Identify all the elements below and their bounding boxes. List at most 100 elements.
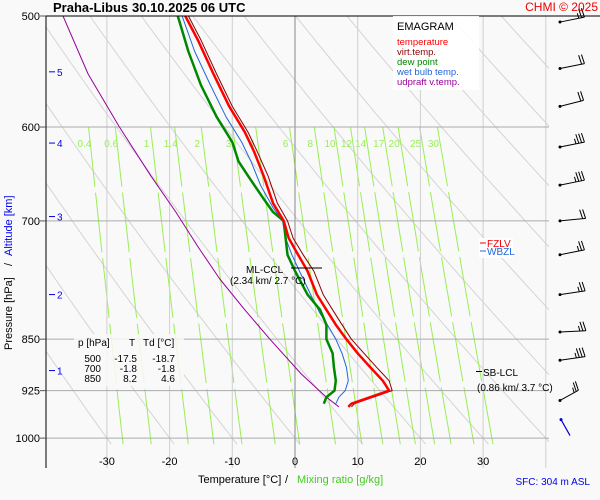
legend-updraft: udpraft v.temp. [397, 77, 460, 88]
wind-barb-feather [572, 382, 577, 392]
mixing-ratio-line [174, 126, 215, 445]
wind-barb [558, 209, 587, 223]
wind-barb [558, 281, 586, 297]
wind-barb-feather [578, 282, 583, 292]
levels-table-bg [74, 334, 184, 386]
wind-barb-staff [559, 99, 584, 107]
sb-lcl-values: (0.86 km/ 3.7 °C) [477, 383, 553, 394]
x-tick-label: -10 [224, 456, 240, 468]
wind-barb-staff [559, 16, 585, 23]
wet-bulb-line [181, 16, 349, 404]
wind-barb-feather [581, 347, 586, 357]
wind-barb-feather [578, 133, 583, 143]
mixing-ratio-line [436, 126, 494, 445]
dry-adiabat [553, 16, 600, 444]
wind-barb-staff [559, 330, 586, 333]
wind-barb-feather [579, 209, 584, 219]
y-tick-label: 700 [22, 216, 40, 228]
wind-barb-staff [559, 249, 585, 256]
wind-barb-half-feather [573, 138, 577, 144]
wind-barb [558, 321, 587, 334]
wind-barb [558, 381, 579, 402]
ml-ccl-label: ML-CCL [246, 265, 284, 276]
mixing-ratio-label: 1.4 [164, 139, 178, 150]
wind-barb-half-feather [576, 245, 580, 252]
y-tick-label: 600 [22, 122, 40, 134]
legend-temperature: temperature [397, 37, 448, 48]
mixing-ratio-line [313, 126, 363, 445]
legend-virt-temp: virt.temp. [397, 47, 436, 58]
wind-barb-feather [582, 209, 587, 219]
fzlv-label: FZLV [487, 239, 511, 250]
mixing-ratio-line [289, 126, 336, 445]
table-cell: -17.5 [114, 354, 137, 365]
mixing-ratio-label: 25 [410, 139, 422, 150]
sb-lcl-label: SB-LCL [483, 368, 518, 379]
table-header-p: p [hPa] [78, 338, 110, 349]
wind-barb-feather [578, 241, 583, 251]
virtual-temperature-line [187, 16, 393, 408]
wind-barb [558, 91, 585, 108]
table-cell: -1.8 [158, 364, 176, 375]
temperature-line [184, 16, 391, 408]
y-tick-label: 850 [22, 334, 40, 346]
wind-barb-feather [575, 348, 580, 358]
levels-table: p [hPa] T Td [°C] 500 -17.5 -18.7 700 -1… [78, 338, 175, 385]
copyright: CHMI © 2025 [525, 0, 598, 14]
mixing-ratio-line [382, 126, 436, 445]
wbzl-label: WBZL [487, 247, 515, 258]
mixing-ratio-label: 1 [144, 139, 150, 150]
wind-barb-feather [580, 54, 585, 64]
dew-point-line [176, 16, 338, 405]
y-tick-label: 925 [22, 386, 40, 398]
wind-barb-feather [575, 134, 580, 144]
altitude-tick-label: 3 [57, 213, 63, 224]
wind-barb [558, 8, 585, 24]
table-header-td: Td [°C] [143, 338, 174, 349]
x-tick-label: 10 [352, 456, 364, 468]
wind-barb-feather [581, 281, 586, 292]
wind-barb-feather [574, 381, 579, 391]
x-tick-label: -30 [99, 456, 115, 468]
wind-barb-feather [580, 91, 585, 101]
mixing-ratio-line [88, 126, 124, 445]
mixing-ratio-label: 0.6 [104, 139, 118, 150]
surface-wind-vector [559, 418, 571, 436]
wind-barb-feather [575, 172, 580, 182]
x-tick-label: 20 [414, 456, 426, 468]
wind-barb-feather [580, 171, 585, 181]
updraft-line [62, 16, 340, 408]
wind-barb-half-feather [576, 13, 580, 19]
y-axis-title: Pressure [hPa] / Altitude [km] [3, 195, 15, 350]
dry-adiabat [449, 16, 549, 127]
dry-adiabat [500, 16, 549, 70]
wind-barb-feather [582, 321, 587, 331]
mixing-ratio-line [350, 126, 401, 445]
mixing-ratio-label: 20 [389, 139, 401, 150]
x-tick-label: 0 [292, 456, 298, 468]
mixing-ratio-label: 14 [355, 139, 367, 150]
y-axis-label-sep: / [3, 262, 15, 266]
mixing-ratio-line [364, 126, 416, 445]
y-axis-label-pressure: Pressure [hPa] [3, 277, 15, 350]
wind-barb-staff [559, 217, 586, 222]
mixing-ratio-label: 10 [324, 139, 336, 150]
table-cell: 8.2 [123, 374, 137, 385]
mixing-ratio-line [114, 126, 152, 445]
legend-dew-point: dew point [397, 57, 438, 68]
wind-barb-staff [560, 419, 571, 436]
wind-barb [558, 171, 585, 187]
dry-adiabat [346, 16, 549, 248]
mixing-ratio-line [150, 126, 189, 445]
wind-barb-staff [559, 179, 585, 186]
wind-barb-feather [580, 132, 585, 143]
altitude-tick-label: 2 [57, 291, 63, 302]
wind-barb-feather [578, 8, 583, 18]
x-tick-label: 30 [477, 456, 489, 468]
wind-barb-feather [578, 54, 583, 65]
fzlv-bg [479, 238, 513, 258]
table-cell: 4.6 [161, 374, 175, 385]
wind-barb-staff [559, 389, 579, 401]
legend-title: EMAGRAM [397, 21, 454, 33]
x-axis-label-mixing: Mixing ratio [g/kg] [297, 474, 383, 486]
